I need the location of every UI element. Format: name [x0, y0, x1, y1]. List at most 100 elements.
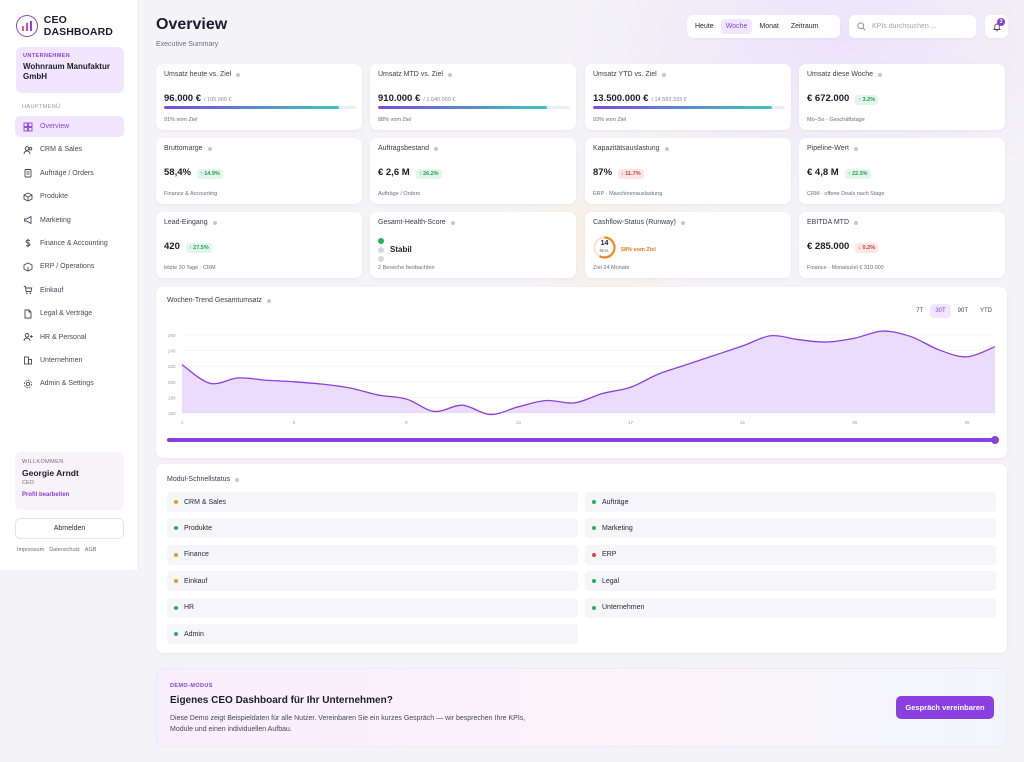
- notifications-button[interactable]: 3: [985, 15, 1008, 38]
- search-input[interactable]: [872, 23, 972, 30]
- box-icon: [23, 192, 33, 202]
- kpi-progress-bar: [164, 106, 356, 109]
- module-status-item[interactable]: Marketing: [585, 518, 996, 539]
- sidebar-item-cart[interactable]: Einkauf: [15, 280, 124, 301]
- sidebar-item-label: ERP / Operations: [40, 263, 95, 271]
- info-dot-icon: [235, 477, 240, 482]
- sidebar-item-cube[interactable]: ERP / Operations: [15, 256, 124, 277]
- kpi-note: 88% vom Ziel: [378, 117, 412, 123]
- book-call-button[interactable]: Gespräch vereinbaren: [896, 696, 994, 719]
- status-dot-icon: [174, 552, 178, 557]
- edit-profile-link[interactable]: Profil bearbeiten: [22, 492, 70, 498]
- module-status-item[interactable]: Legal: [585, 571, 996, 592]
- kpi-value: 58,4% ↑ 14.9%: [164, 167, 223, 179]
- sidebar-item-file[interactable]: Legal & Verträge: [15, 303, 124, 324]
- status-dot-icon: [174, 526, 178, 531]
- x-tick-label: 5: [293, 420, 296, 425]
- kpi-label-text: Lead-Eingang: [164, 219, 208, 226]
- kpi-label: Umsatz MTD vs. Ziel: [378, 71, 568, 78]
- megaphone-icon: [24, 215, 32, 225]
- sidebar-item-label: HR & Personal: [40, 333, 87, 341]
- period-tab-0[interactable]: Heute: [695, 23, 714, 30]
- kpi-card[interactable]: Umsatz diese Woche € 672.000 ↑ 3.2% Mo–So ·…: [799, 64, 1005, 130]
- sidebar-item-user-plus[interactable]: HR & Personal: [15, 327, 124, 348]
- y-tick-label: 200: [168, 380, 176, 385]
- logo[interactable]: CEO DASHBOARD: [16, 14, 138, 38]
- impressum-link[interactable]: Impressum: [17, 547, 45, 553]
- module-status-item[interactable]: HR: [167, 597, 578, 618]
- kpi-label-text: Umsatz MTD vs. Ziel: [378, 71, 443, 78]
- kpi-card[interactable]: Umsatz heute vs. Ziel 96.000 €/ 105.000 €…: [156, 64, 362, 130]
- kpi-label-text: Umsatz diese Woche: [807, 71, 874, 78]
- kpi-card[interactable]: Pipeline-Wert € 4,8 M ↑ 22.3% CRM · offene …: [799, 138, 1005, 204]
- chart-title-text: Wochen-Trend Gesamtumsatz: [167, 297, 262, 304]
- module-name: Admin: [184, 630, 204, 638]
- module-status-item[interactable]: Unternehmen: [585, 597, 996, 618]
- logout-button[interactable]: Abmelden: [15, 518, 124, 539]
- sidebar-item-grid[interactable]: Overview: [15, 116, 124, 137]
- chart-logo-icon: [16, 15, 38, 37]
- period-tab-2[interactable]: Monat: [759, 23, 779, 30]
- company-name: Wohnraum Manufaktur GmbH: [23, 62, 110, 81]
- status-dot-icon: [174, 632, 178, 636]
- module-name: CRM & Sales: [184, 498, 227, 506]
- info-dot-icon: [236, 72, 241, 77]
- range-tab-3[interactable]: YTD: [980, 308, 992, 314]
- health-status: Stabil: [390, 245, 412, 254]
- module-status-item[interactable]: Finance: [167, 544, 578, 565]
- sidebar-item-users[interactable]: CRM & Sales: [15, 139, 124, 160]
- kpi-card[interactable]: Lead-Eingang 420 ↑ 27.5% letzte 30 Tage · C…: [156, 212, 362, 278]
- kpi-card[interactable]: Kapazitätsauslastung 87% ↓ 11.7% ERP · Masc…: [585, 138, 791, 204]
- kpi-note: 93% vom Ziel: [593, 117, 627, 123]
- y-tick-label: 240: [168, 349, 176, 354]
- sidebar-item-label: Admin & Settings: [40, 380, 94, 388]
- users-icon: [23, 146, 33, 154]
- kpi-value-text: 13.500.000 €: [593, 93, 649, 104]
- sidebar-item-clipboard[interactable]: Aufträge / Orders: [15, 163, 124, 184]
- kpi-card[interactable]: Gesamt-Health-Score Stabil 2 Bereiche beob…: [370, 212, 576, 278]
- module-name: Einkauf: [184, 577, 208, 585]
- kpi-card[interactable]: Cashflow-Status (Runway) 14 Mon. 58% vom Zi…: [585, 212, 791, 278]
- agb-link[interactable]: AGB: [84, 547, 97, 553]
- kpi-card[interactable]: Umsatz MTD vs. Ziel 910.000 €/ 1.040.000 …: [370, 64, 576, 130]
- kpi-card[interactable]: Umsatz YTD vs. Ziel 13.500.000 €/ 14.583.…: [585, 64, 791, 130]
- module-status-item[interactable]: Aufträge: [585, 492, 996, 512]
- period-tab-1[interactable]: Woche: [720, 19, 753, 34]
- kpi-value-text: 58,4%: [164, 167, 191, 178]
- search-box[interactable]: [849, 15, 976, 38]
- module-status-title-text: Modul-Schnellstatus: [167, 476, 231, 483]
- module-status-item[interactable]: Produkte: [167, 518, 578, 539]
- kpi-change-badge: ↓ 11.7%: [618, 169, 644, 179]
- kpi-note: ERP · Maschinenauslastung: [593, 191, 663, 197]
- sidebar-item-box[interactable]: Produkte: [15, 186, 124, 207]
- range-tab-0[interactable]: 7T: [916, 308, 924, 314]
- status-dot-icon: [592, 605, 596, 610]
- module-status-item[interactable]: ERP: [585, 544, 996, 565]
- range-scrubber[interactable]: [167, 436, 999, 444]
- sidebar-item-building[interactable]: Unternehmen: [15, 350, 124, 371]
- module-status-item[interactable]: Einkauf: [167, 571, 578, 592]
- kpi-label-text: Cashflow-Status (Runway): [593, 219, 676, 226]
- kpi-card[interactable]: EBITDA MTD € 285.000 ↓ 0.2% Finance · Monat…: [799, 212, 1005, 278]
- range-tab-1[interactable]: 30T: [930, 304, 951, 318]
- runway-ring-svg: [593, 236, 616, 259]
- y-tick-label: 180: [168, 395, 176, 400]
- info-dot-icon: [450, 220, 455, 225]
- x-tick-label: 25: [852, 420, 858, 425]
- sidebar-item-label: Legal & Verträge: [40, 310, 93, 318]
- kpi-label-text: Umsatz heute vs. Ziel: [164, 71, 232, 78]
- dollar-icon: [25, 239, 31, 248]
- module-status-item[interactable]: CRM & Sales: [167, 492, 578, 512]
- kpi-card[interactable]: Bruttomarge 58,4% ↑ 14.9% Finance & Account…: [156, 138, 362, 204]
- period-tab-3[interactable]: Zeitraum: [790, 23, 819, 30]
- module-status-item[interactable]: Admin: [167, 624, 578, 644]
- range-tab-2[interactable]: 90T: [957, 308, 968, 314]
- kpi-progress-bar: [378, 106, 570, 109]
- sidebar-item-dollar[interactable]: Finance & Accounting: [15, 233, 124, 254]
- sidebar-item-megaphone[interactable]: Marketing: [15, 210, 124, 231]
- sidebar-item-gear[interactable]: Admin & Settings: [15, 373, 124, 394]
- datenschutz-link[interactable]: Datenschutz: [49, 547, 80, 553]
- info-dot-icon: [878, 72, 883, 77]
- kpi-card[interactable]: Auftragsbestand € 2,6 M ↑ 26.2% Aufträge / …: [370, 138, 576, 204]
- kpi-note: Mo–So · Geschäftstage: [807, 117, 865, 123]
